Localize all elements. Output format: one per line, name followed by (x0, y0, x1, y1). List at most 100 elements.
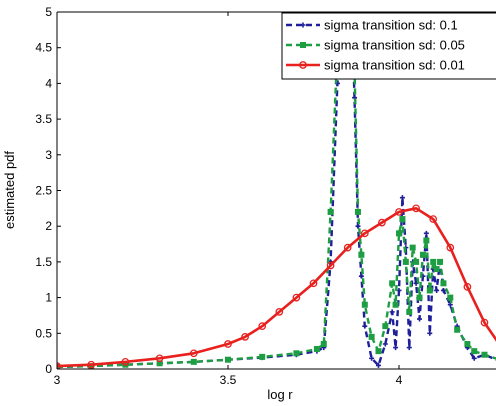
data-point (430, 258, 437, 265)
data-point (361, 301, 368, 308)
y-axis-label: estimated pdf (2, 151, 17, 229)
data-point (362, 323, 368, 329)
data-point (293, 350, 300, 357)
legend-marker (300, 22, 306, 28)
data-point (399, 195, 405, 201)
data-point (358, 251, 365, 258)
y-tick-label: 3.5 (35, 112, 52, 126)
data-point (190, 358, 197, 365)
data-point (409, 244, 416, 251)
x-tick-label: 3 (54, 373, 61, 387)
x-tick-label: 3.5 (220, 373, 237, 387)
data-point (258, 322, 267, 331)
series-layer (57, 2, 496, 369)
data-point (440, 287, 446, 293)
legend-label: sigma transition sd: 0.05 (324, 38, 465, 53)
data-point (406, 308, 413, 315)
data-point (121, 358, 130, 366)
data-point (313, 346, 320, 353)
data-point (57, 362, 61, 369)
data-point (423, 237, 430, 244)
y-tick-label: 0.5 (35, 326, 52, 340)
data-point (446, 243, 455, 252)
data-point (423, 230, 429, 236)
data-point (396, 230, 402, 237)
data-point (389, 280, 396, 287)
data-point (454, 326, 461, 333)
data-point (434, 287, 440, 293)
data-point (402, 258, 409, 265)
x-tick-label: 4 (396, 373, 403, 387)
data-point (225, 356, 231, 363)
data-point (292, 293, 301, 302)
data-point (433, 266, 440, 273)
data-point (406, 345, 412, 351)
data-point (393, 345, 399, 351)
legend-marker (299, 61, 307, 69)
data-point (480, 318, 489, 327)
data-point (320, 341, 327, 348)
y-tick-label: 3 (45, 148, 52, 162)
data-point (471, 355, 477, 361)
series-line (57, 207, 496, 368)
data-point (309, 279, 318, 288)
data-point (241, 333, 249, 341)
data-point (481, 351, 488, 358)
y-tick-label: 2.5 (35, 184, 52, 198)
data-point (382, 323, 389, 330)
data-point (440, 280, 447, 287)
data-point (413, 258, 420, 265)
data-point (88, 363, 95, 369)
y-tick-label: 2 (45, 219, 52, 233)
data-point (326, 261, 335, 270)
data-point (275, 308, 284, 316)
data-point (87, 360, 96, 369)
legend-marker (300, 42, 306, 48)
data-point (412, 204, 420, 213)
data-point (189, 349, 198, 358)
data-point (343, 243, 352, 252)
data-point (426, 287, 433, 294)
legend-entry: sigma transition sd: 0.01 (286, 58, 465, 73)
data-point (437, 258, 444, 265)
data-point (395, 208, 403, 216)
data-point (358, 273, 364, 279)
data-point (156, 360, 163, 367)
legend-entry: sigma transition sd: 0.1 (286, 18, 458, 33)
data-point (375, 348, 382, 355)
data-point (447, 294, 454, 301)
data-point (360, 229, 369, 238)
data-point (464, 341, 471, 348)
legend: sigma transition sd: 0.1 sigma transition… (281, 12, 496, 80)
data-point (224, 340, 232, 348)
data-point (354, 208, 361, 215)
data-point (429, 215, 438, 223)
data-point (416, 294, 423, 301)
data-point (259, 353, 266, 360)
y-tick-label: 0 (45, 362, 52, 376)
data-point (341, 2, 347, 8)
data-point (427, 330, 433, 336)
y-tick-label: 5 (45, 5, 52, 19)
data-point (369, 355, 375, 361)
data-point (389, 309, 395, 315)
y-tick-label: 1 (45, 291, 52, 305)
data-point (382, 341, 388, 347)
data-point (368, 333, 375, 340)
y-tick-label: 4.5 (35, 41, 52, 55)
legend-label: sigma transition sd: 0.01 (324, 58, 465, 73)
data-point (392, 301, 399, 308)
data-point (378, 218, 386, 227)
data-point (471, 348, 478, 355)
data-point (419, 251, 426, 258)
series-2 (57, 2, 496, 369)
y-tick-label: 1.5 (35, 255, 52, 269)
data-point (417, 316, 423, 322)
y-axis-ticks: 0 0.5 1 1.5 2 2.5 3 3.5 4 4.5 5 (35, 5, 61, 376)
series-3 (57, 204, 496, 369)
data-point (375, 362, 381, 368)
data-point (399, 216, 406, 223)
data-point (327, 208, 334, 215)
legend-label: sigma transition sd: 0.1 (324, 18, 458, 33)
